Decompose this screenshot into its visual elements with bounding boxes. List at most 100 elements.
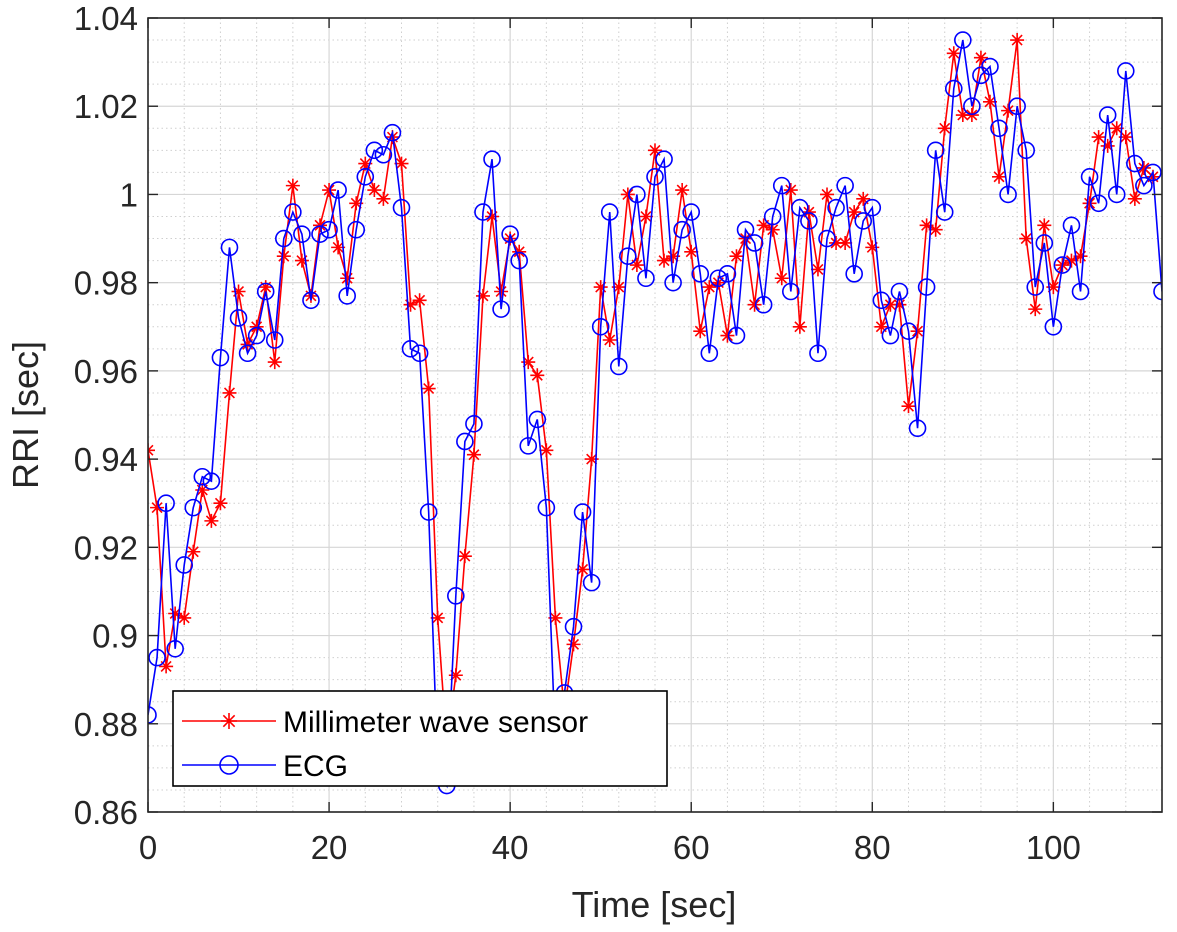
data-point — [1028, 302, 1043, 317]
data-point — [602, 333, 617, 348]
data-point — [1144, 163, 1162, 182]
data-point — [1080, 168, 1099, 186]
data-point — [655, 150, 673, 168]
data-point — [322, 183, 337, 198]
data-point — [620, 187, 635, 202]
data-point — [1053, 256, 1072, 274]
data-point — [338, 287, 356, 305]
data-point — [982, 94, 997, 109]
data-point — [619, 247, 637, 266]
data-point — [611, 280, 626, 295]
data-point — [946, 46, 961, 61]
data-point — [376, 191, 391, 206]
data-point — [917, 278, 936, 296]
data-point — [792, 319, 807, 334]
data-point — [247, 326, 266, 345]
data-point — [1109, 121, 1124, 136]
data-point — [275, 229, 293, 248]
data-point — [474, 203, 492, 221]
data-point — [447, 587, 465, 605]
data-point — [648, 143, 662, 158]
data-point — [564, 617, 583, 636]
data-point — [284, 203, 302, 221]
data-point — [276, 249, 291, 264]
data-point — [177, 610, 192, 625]
data-point — [537, 498, 556, 517]
data-point — [657, 253, 672, 268]
x-tick-label: 40 — [492, 829, 529, 866]
data-point — [638, 209, 653, 224]
x-axis-label: Time [sec] — [572, 884, 737, 925]
data-point — [593, 280, 608, 295]
data-point — [530, 368, 545, 383]
y-tick-label: 0.9 — [92, 618, 138, 655]
data-point — [331, 240, 346, 255]
data-point — [501, 225, 519, 243]
data-point — [809, 344, 827, 363]
data-point — [782, 282, 800, 301]
data-point — [666, 249, 681, 264]
data-point — [392, 198, 411, 217]
data-point — [628, 185, 646, 204]
data-point — [157, 494, 175, 513]
y-tick-label: 0.92 — [74, 529, 138, 566]
data-point — [609, 357, 628, 376]
data-point — [510, 251, 528, 270]
data-point — [736, 220, 755, 239]
y-tick-label: 1 — [120, 176, 138, 213]
data-point — [684, 244, 699, 259]
data-point — [293, 225, 311, 243]
data-point — [421, 381, 436, 396]
data-point — [575, 562, 590, 577]
x-tick-label: 0 — [139, 829, 157, 866]
data-point — [856, 191, 871, 206]
series-group — [148, 31, 1162, 795]
data-point — [448, 668, 463, 683]
data-point — [901, 399, 916, 414]
data-point — [772, 176, 791, 195]
data-point — [1044, 317, 1063, 336]
data-point — [483, 150, 501, 168]
data-point — [1010, 33, 1025, 48]
data-point — [573, 503, 592, 521]
data-point — [992, 169, 1007, 184]
data-point — [990, 119, 1008, 138]
data-point — [664, 273, 682, 292]
data-point — [763, 207, 782, 226]
y-tick-label: 1.02 — [74, 88, 138, 125]
data-point — [1100, 138, 1115, 153]
y-tick-label: 0.96 — [74, 353, 138, 390]
data-point — [981, 57, 999, 76]
data-point — [673, 220, 691, 239]
data-point — [582, 573, 601, 592]
data-point — [148, 706, 157, 724]
data-point — [430, 610, 445, 625]
data-point — [591, 317, 610, 336]
data-point — [1046, 280, 1061, 295]
data-point — [756, 218, 771, 233]
data-point — [972, 66, 990, 85]
data-point — [881, 326, 900, 345]
data-point — [166, 639, 184, 658]
data-point — [213, 496, 228, 511]
data-point — [718, 265, 737, 283]
data-point — [1098, 106, 1117, 124]
series-line — [148, 39, 1162, 789]
data-point — [637, 269, 655, 288]
data-point — [964, 108, 979, 123]
data-point — [727, 326, 746, 345]
data-point — [973, 50, 988, 65]
data-point — [195, 482, 210, 497]
data-point — [1153, 282, 1162, 301]
axes-box — [147, 17, 1163, 813]
data-point — [682, 203, 701, 221]
data-point — [202, 472, 221, 490]
data-point — [729, 249, 744, 264]
tick-labels: 0 20 40 60 80 100 0.86 0.88 0.9 0.92 0.94 0.96 0.98 1… — [74, 0, 1081, 866]
legend-label-ecg: ECG — [283, 750, 348, 783]
data-point — [1026, 278, 1045, 296]
data-point — [963, 97, 981, 116]
x-tick-label: 20 — [311, 829, 348, 866]
legend-label-millimeter-wave-sensor: Millimeter wave sensor — [283, 706, 588, 739]
data-point — [754, 295, 773, 314]
